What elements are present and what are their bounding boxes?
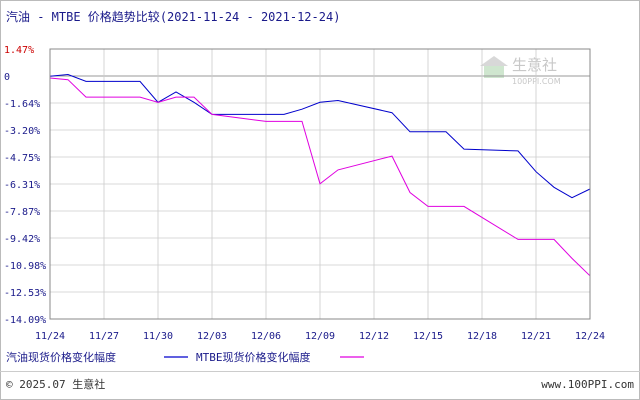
x-tick-label: 11/24 — [35, 331, 65, 342]
x-tick-label: 12/12 — [359, 331, 389, 342]
chart-title: 汽油 - MTBE 价格趋势比较(2021-11-24 - 2021-12-24… — [6, 9, 340, 24]
y-tick-label: -3.20% — [4, 126, 40, 137]
legend: 汽油现货价格变化幅度 MTBE现货价格变化幅度 — [6, 350, 364, 364]
series-lines — [49, 73, 591, 277]
x-tick-label: 12/03 — [197, 331, 227, 342]
x-tick-label: 12/15 — [413, 331, 443, 342]
x-tick-label: 12/18 — [467, 331, 497, 342]
y-tick-label: -6.31% — [4, 180, 40, 191]
y-tick-label: -7.87% — [4, 207, 40, 218]
chart-date-range: (2021-11-24 - 2021-12-24) — [160, 10, 341, 24]
y-tick-label: 0 — [4, 72, 10, 83]
plot-border — [49, 48, 591, 320]
legend-label-mtbe: MTBE现货价格变化幅度 — [196, 350, 311, 364]
x-tick-label: 12/06 — [251, 331, 281, 342]
watermark-name: 生意社 — [512, 56, 557, 74]
y-tick-label: -12.53% — [4, 288, 46, 299]
x-tick-label: 11/27 — [89, 331, 119, 342]
series-line-mtbe — [49, 77, 591, 277]
y-axis-ticks: 1.47% 0 -1.64% -3.20% -4.75% -6.31% -7.87% -9.4… — [4, 45, 46, 326]
y-tick-label: 1.47% — [4, 45, 34, 56]
x-tick-label: 12/09 — [305, 331, 335, 342]
logo-roof-icon — [480, 56, 508, 66]
x-tick-label: 12/24 — [575, 331, 605, 342]
series-line-gasoline — [49, 73, 591, 199]
footer-copyright: © 2025.07 生意社 — [6, 377, 105, 391]
x-tick-label: 12/21 — [521, 331, 551, 342]
chart-title-main: 汽油 - MTBE 价格趋势比较 — [6, 9, 160, 24]
x-tick-label: 11/30 — [143, 331, 173, 342]
footer-website: www.100PPI.com — [541, 378, 634, 391]
y-tick-label: -4.75% — [4, 153, 40, 164]
y-tick-label: -14.09% — [4, 315, 46, 326]
logo-house-icon — [484, 66, 504, 78]
x-axis-ticks: 11/24 11/27 11/30 12/03 12/06 12/09 12/12 12/15… — [35, 331, 605, 342]
legend-label-gasoline: 汽油现货价格变化幅度 — [6, 350, 116, 364]
y-tick-label: -1.64% — [4, 99, 40, 110]
y-tick-label: -10.98% — [4, 261, 46, 272]
y-tick-label: -9.42% — [4, 234, 40, 245]
